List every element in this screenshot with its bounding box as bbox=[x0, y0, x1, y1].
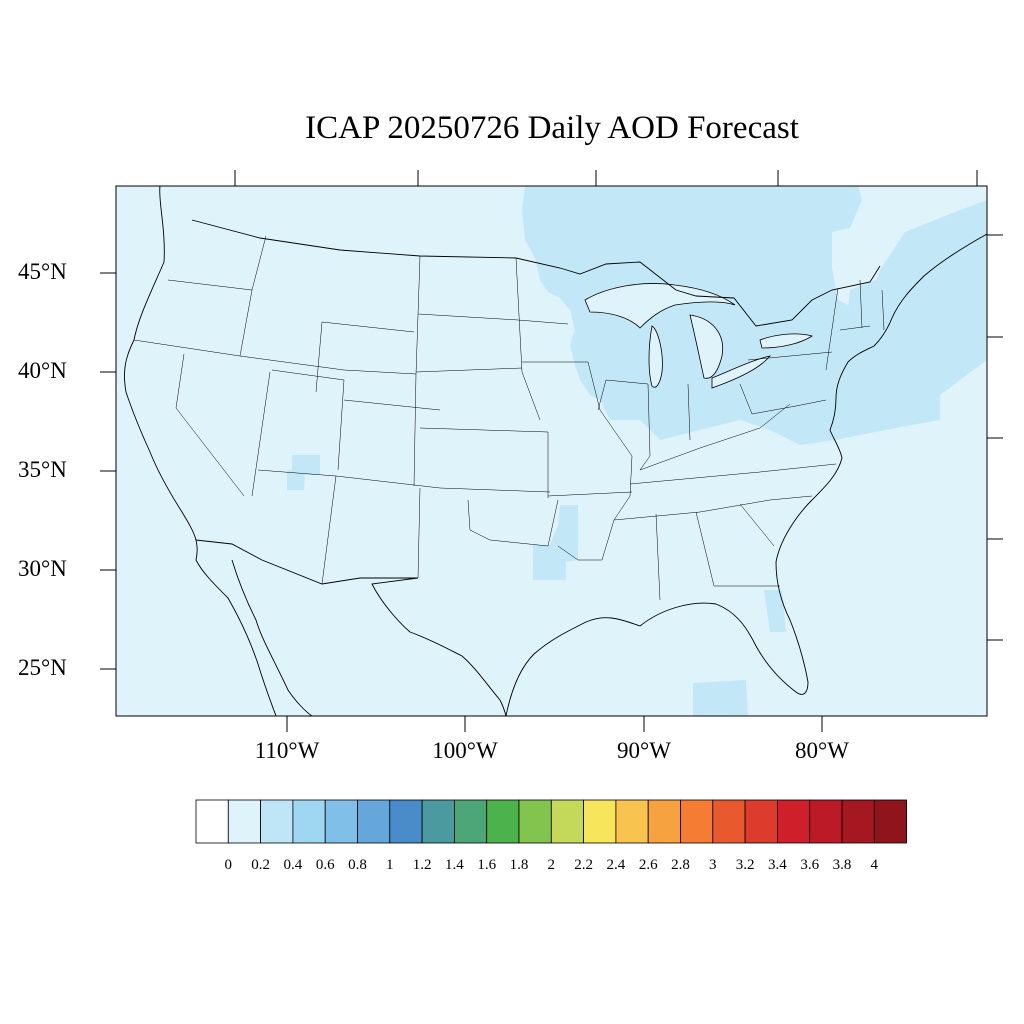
aod-region-canada-top bbox=[706, 186, 760, 198]
colorbar-box bbox=[453, 799, 488, 844]
colorbar-box bbox=[486, 799, 520, 844]
map-frame bbox=[100, 170, 1003, 732]
colorbar-box bbox=[227, 799, 262, 844]
lat-label-45: 45°N bbox=[18, 259, 67, 284]
lon-label-100w: 100°W bbox=[432, 738, 498, 763]
colorbar-tick-label: 0.6 bbox=[315, 857, 335, 873]
map-title: ICAP 20250726 Daily AOD Forecast bbox=[305, 110, 799, 146]
lat-label-35: 35°N bbox=[18, 457, 67, 482]
colorbar-tick-label: 1.8 bbox=[509, 857, 529, 873]
aod-region-florida bbox=[764, 590, 786, 632]
colorbar-box bbox=[809, 799, 843, 844]
lat-label-30: 30°N bbox=[18, 556, 67, 581]
lake-superior bbox=[584, 283, 736, 329]
colorbar-box bbox=[647, 799, 681, 844]
colorbar-tick-label: 0.2 bbox=[251, 857, 270, 873]
lat-label-40: 40°N bbox=[18, 358, 67, 383]
colorbar-box bbox=[357, 799, 391, 844]
colorbar-box bbox=[389, 799, 423, 844]
great-lakes bbox=[584, 283, 813, 389]
aod-region-louisiana bbox=[533, 505, 578, 580]
gulf-coast bbox=[505, 233, 988, 717]
colorbar-tick-label: 3.2 bbox=[735, 857, 755, 873]
aod-region-gulf bbox=[693, 680, 748, 716]
state-borders bbox=[133, 235, 885, 601]
lake-michigan bbox=[648, 325, 663, 388]
colorbar-box bbox=[615, 799, 649, 844]
colorbar-box bbox=[777, 799, 811, 844]
colorbar-box bbox=[712, 799, 746, 844]
colorbar-box bbox=[873, 799, 907, 844]
colorbar-tick-label: 1.4 bbox=[445, 857, 464, 873]
colorbar-box bbox=[195, 799, 229, 844]
lon-label-80w: 80°W bbox=[795, 738, 849, 763]
us-mexico-border bbox=[195, 539, 507, 717]
elevated-aod-regions bbox=[287, 186, 987, 716]
lon-label-110w: 110°W bbox=[254, 738, 320, 763]
colorbar-tick-label: 2 bbox=[547, 857, 556, 873]
colorbar-tick-label: 0.4 bbox=[283, 857, 303, 873]
aod-region-ne-coast bbox=[845, 230, 987, 345]
colorbar-tick-label: 1 bbox=[386, 857, 394, 873]
colorbar-tick-label: 3.4 bbox=[768, 857, 787, 873]
aod-region-northeast bbox=[522, 186, 987, 445]
baja-coast bbox=[231, 559, 313, 717]
colorbar-tick-label: 0.8 bbox=[348, 857, 367, 873]
colorbar-tick-label: 2.8 bbox=[671, 857, 690, 873]
canada-border bbox=[191, 219, 881, 327]
colorbar-tick-label: 1.6 bbox=[477, 857, 497, 873]
lon-label-90w: 90°W bbox=[617, 738, 671, 763]
colorbar-box bbox=[550, 799, 584, 844]
lake-ontario bbox=[759, 333, 813, 349]
colorbar-tick-label: 3.6 bbox=[800, 857, 820, 873]
colorbar-tick-label: 0 bbox=[224, 857, 233, 873]
lake-erie bbox=[711, 355, 772, 389]
colorbar-tick-label: 4 bbox=[870, 857, 879, 873]
colorbar-tick-label: 2.6 bbox=[638, 857, 658, 873]
colorbar-box bbox=[292, 799, 326, 844]
colorbar-tick-label: 3 bbox=[709, 857, 717, 873]
aod-region-utah-small bbox=[287, 455, 320, 490]
colorbar-tick-label: 2.2 bbox=[574, 857, 593, 873]
lat-label-25: 25°N bbox=[18, 655, 67, 680]
colorbar-box bbox=[583, 799, 617, 844]
colorbar bbox=[195, 799, 907, 844]
colorbar-box bbox=[841, 799, 875, 844]
lake-huron bbox=[689, 314, 724, 379]
colorbar-box bbox=[324, 799, 358, 844]
colorbar-tick-label: 1.2 bbox=[412, 857, 432, 873]
coastlines bbox=[123, 185, 988, 717]
colorbar-tick-label: 3.8 bbox=[832, 857, 852, 873]
west-coast bbox=[123, 185, 277, 717]
colorbar-box bbox=[518, 799, 552, 844]
colorbar-box bbox=[744, 799, 778, 844]
colorbar-box bbox=[260, 799, 294, 844]
colorbar-box bbox=[680, 799, 714, 844]
colorbar-tick-label: 2.4 bbox=[606, 857, 626, 873]
colorbar-box bbox=[421, 799, 455, 844]
